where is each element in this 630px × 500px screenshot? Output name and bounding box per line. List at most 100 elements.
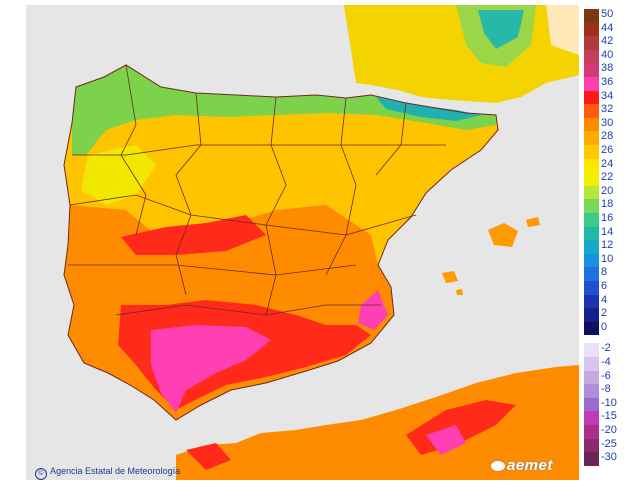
legend-label: 50 — [601, 8, 614, 20]
legend-entry: 32 — [584, 103, 630, 119]
galicia-mild-zone — [81, 145, 156, 205]
legend-entry: 26 — [584, 144, 630, 160]
legend-label: -6 — [601, 369, 611, 382]
alps-cold-zone — [478, 10, 524, 49]
legend-entry: -6 — [584, 369, 630, 386]
legend-entry: 18 — [584, 198, 630, 214]
legend-entry: 20 — [584, 185, 630, 201]
aemet-logo: aemet — [491, 457, 553, 474]
legend-swatch — [584, 9, 599, 23]
legend-swatch — [584, 411, 599, 425]
legend-label: 42 — [601, 35, 614, 48]
legend-label: 2 — [601, 307, 608, 320]
peninsula-outline — [63, 64, 499, 421]
legend-swatch — [584, 384, 599, 398]
copyright-notice: © Agencia Estatal de Meteorología — [35, 466, 180, 480]
legend-label: 22 — [601, 171, 614, 184]
legend-entry: 0 — [584, 320, 630, 337]
aemet-logo-text: aemet — [507, 457, 553, 474]
morocco-hot-zone — [186, 443, 231, 470]
legend-swatch — [584, 281, 599, 295]
legend-label: 40 — [601, 48, 614, 61]
guadiana-very-hot-zone — [121, 215, 266, 255]
legend-entry: -25 — [584, 437, 630, 454]
legend-entry: 6 — [584, 280, 630, 296]
legend-label: 0 — [601, 320, 608, 333]
cloud-icon — [491, 461, 505, 471]
legend-entry: -10 — [584, 396, 630, 413]
legend-swatch — [584, 77, 599, 91]
legend-swatch — [584, 199, 599, 213]
legend-label: 8 — [601, 266, 608, 279]
legend-label: 16 — [601, 212, 614, 224]
temperature-map — [26, 5, 579, 480]
legend-entry: 38 — [584, 62, 630, 78]
legend-label: 18 — [601, 198, 614, 211]
legend-swatch — [584, 452, 599, 466]
legend-swatch — [584, 308, 599, 322]
legend-entry: 24 — [584, 158, 630, 174]
legend-entry: 16 — [584, 212, 630, 228]
legend-entry: 2 — [584, 307, 630, 323]
legend-label: 32 — [601, 103, 614, 116]
legend-entry: 14 — [584, 225, 630, 242]
northern-cool-zone — [72, 65, 496, 155]
map-graphic — [26, 5, 579, 480]
legend-swatch — [584, 158, 599, 173]
legend-label: 12 — [601, 239, 614, 252]
legend-entry: 30 — [584, 117, 630, 133]
legend-swatch — [584, 49, 599, 64]
north-east-pale-zone — [546, 5, 579, 55]
legend-swatch — [584, 22, 599, 37]
legend-swatch — [584, 343, 599, 357]
copyright-icon: © — [35, 468, 47, 480]
legend-swatch — [584, 357, 599, 371]
legend-entry: 22 — [584, 171, 630, 187]
legend-label: 38 — [601, 62, 614, 75]
legend-swatch — [584, 145, 599, 159]
legend-label: -15 — [601, 410, 617, 423]
legend-label: 34 — [601, 89, 614, 102]
legend-entry: 36 — [584, 76, 630, 92]
legend-entry: -2 — [584, 342, 630, 358]
legend-entry: -15 — [584, 410, 630, 426]
legend-entry: 34 — [584, 89, 630, 106]
pyrenees-cold-zone — [376, 97, 481, 121]
legend-swatch — [584, 36, 599, 50]
legend-label: 10 — [601, 252, 614, 265]
mallorca — [488, 223, 518, 247]
legend-swatch — [584, 131, 599, 145]
legend-entry: -30 — [584, 451, 630, 467]
menorca — [526, 217, 540, 227]
legend-entry: 8 — [584, 266, 630, 282]
legend-swatch — [584, 425, 599, 439]
legend-swatch — [584, 397, 599, 412]
legend-label: -4 — [601, 356, 611, 368]
legend-entry: -8 — [584, 383, 630, 399]
legend-label: 26 — [601, 144, 614, 156]
province-borders — [68, 64, 446, 316]
legend-entry: 50 — [584, 8, 630, 24]
legend-swatch — [584, 117, 599, 132]
north-africa — [176, 365, 579, 480]
southeast-extreme-heat-zone — [358, 290, 388, 330]
legend-label: -10 — [601, 396, 617, 409]
agency-credit-text: Agencia Estatal de Meteorología — [50, 466, 181, 476]
legend-entry: -20 — [584, 424, 630, 440]
legend-label: 4 — [601, 293, 608, 306]
legend-entry: 28 — [584, 130, 630, 146]
legend-entry: 4 — [584, 293, 630, 310]
legend-label: 6 — [601, 280, 608, 292]
extreme-heat-zone — [151, 325, 271, 413]
legend-label: -25 — [601, 437, 617, 450]
legend-label: 14 — [601, 225, 614, 238]
north-africa-extreme-heat-zone — [426, 425, 466, 455]
legend-swatch — [584, 321, 599, 336]
legend-swatch — [584, 438, 599, 453]
legend-swatch — [584, 226, 599, 241]
ibiza — [442, 271, 458, 283]
legend-entry: 44 — [584, 22, 630, 38]
legend-label: -30 — [601, 451, 617, 464]
legend-swatch — [584, 253, 599, 268]
legend-swatch — [584, 90, 599, 105]
